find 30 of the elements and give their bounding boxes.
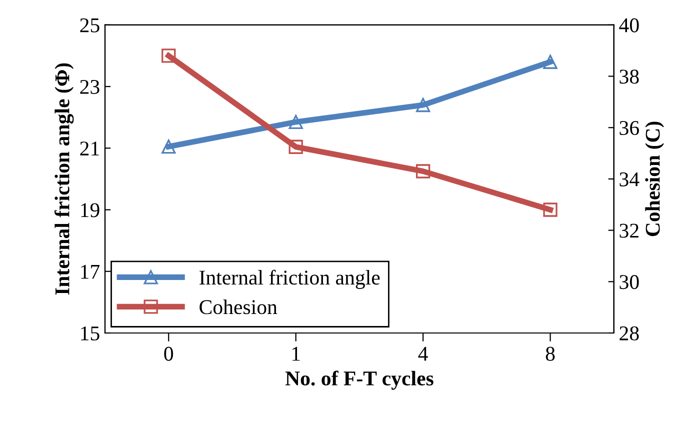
point [162,140,176,154]
y-tick-label: 15 [81,326,100,340]
x-axis-title: No. of F-T cycles [285,370,434,390]
point [288,114,303,130]
point [416,164,430,178]
y2-axis-title: Cohesion (C) [645,122,664,236]
y2-tick-label: 30 [620,275,639,290]
legend-label: Internal friction angle [200,270,380,289]
y-tick-label: 23 [80,80,100,94]
point [288,140,303,154]
legend-label: Cohesion [200,300,278,314]
x-tick-label: 1 [292,346,300,361]
point [416,98,430,112]
point [543,54,558,69]
y-tick-label: 17 [81,264,100,279]
x-tick-label: 4 [418,346,428,361]
y2-tick-label: 36 [620,121,639,136]
y-tick-label: 25 [80,18,100,32]
x-tick-label: 8 [546,346,555,361]
point [162,48,176,63]
x-tick-label: 0 [164,346,174,361]
y-axis-title: Internal friction angle (Φ) [54,63,74,295]
y2-tick-label: 34 [620,172,640,186]
y2-tick-label: 38 [620,70,639,84]
point [543,202,558,217]
y2-tick-label: 32 [620,224,638,238]
y-tick-label: 19 [81,203,100,218]
y-tick-label: 21 [80,142,99,156]
y2-tick-label: 40 [619,18,639,32]
y2-tick-label: 28 [620,326,639,340]
